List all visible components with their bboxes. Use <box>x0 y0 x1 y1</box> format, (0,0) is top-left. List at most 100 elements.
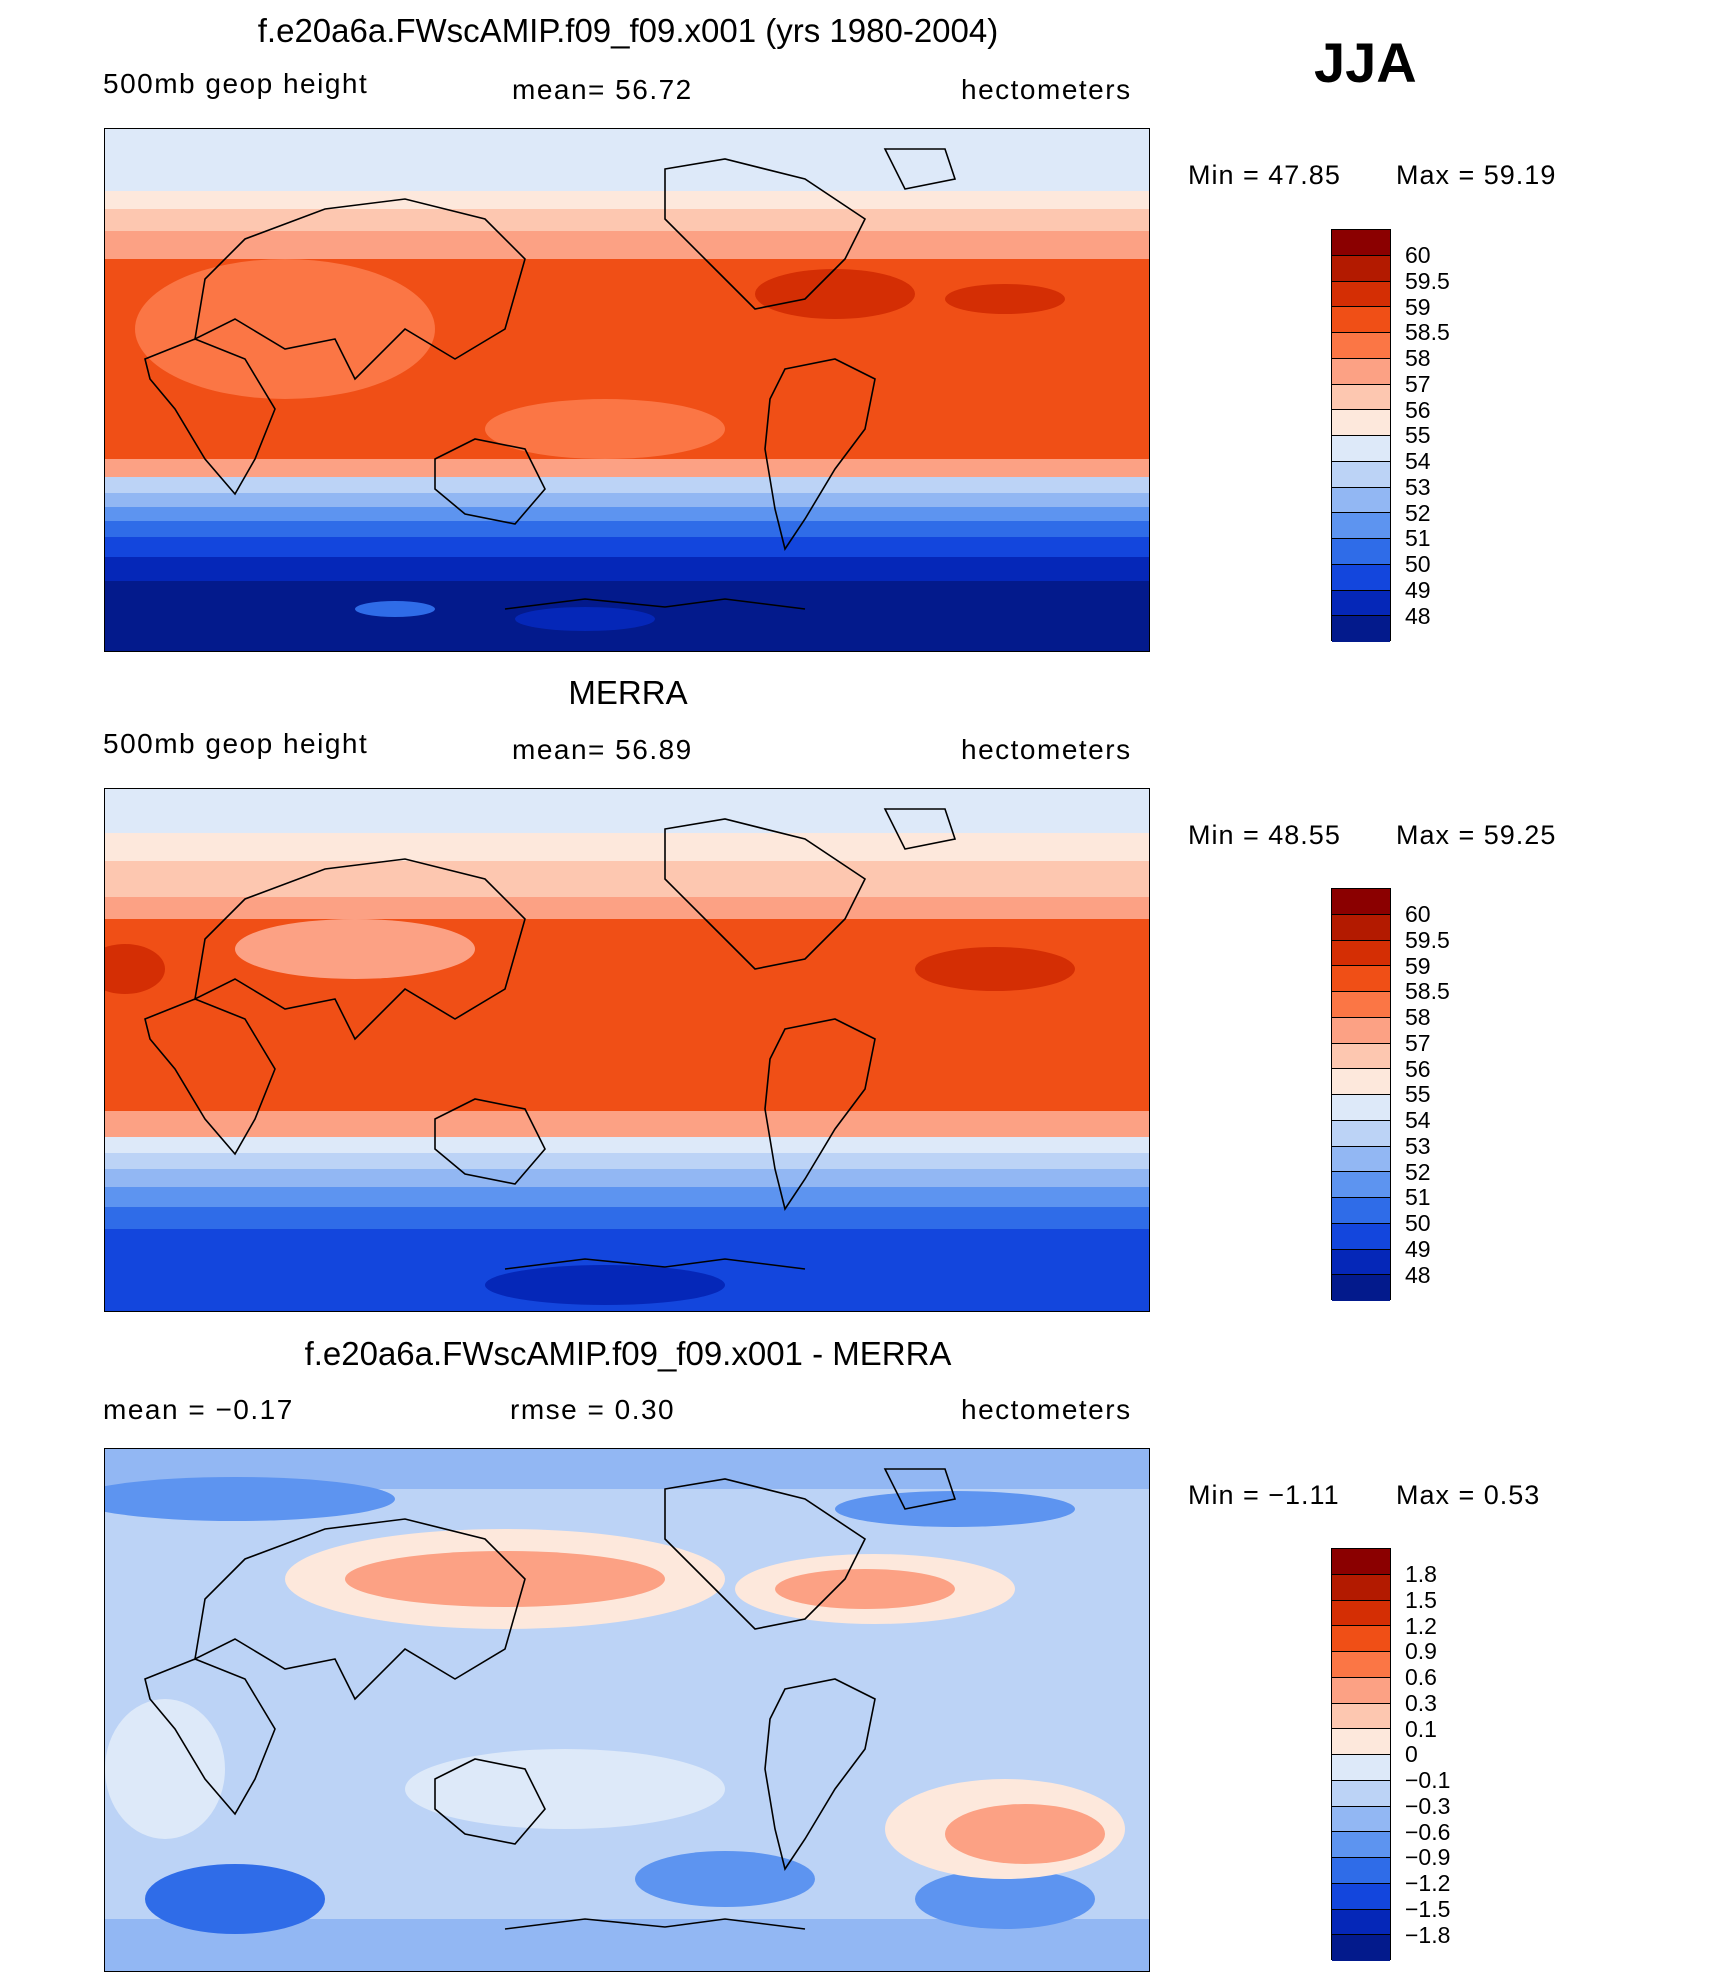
swatch <box>1332 1120 1390 1147</box>
panel-2-title: MERRA <box>568 674 688 711</box>
swatch <box>1332 1095 1390 1121</box>
swatch <box>1332 539 1390 565</box>
swatch <box>1332 1755 1390 1781</box>
swatch <box>1332 1275 1390 1301</box>
p3-coast-antarctica <box>504 1918 806 1930</box>
colorbar-tick: 59.5 <box>1405 927 1450 953</box>
p3-region <box>105 1477 395 1521</box>
panel-2-map-svg <box>105 789 1149 1311</box>
p3-region <box>405 1749 725 1829</box>
p3-region <box>105 1699 225 1839</box>
colorbar-tick: 60 <box>1405 242 1431 268</box>
p3-region <box>345 1551 665 1607</box>
swatch <box>1332 255 1390 282</box>
colorbar-tick: 55 <box>1405 422 1431 448</box>
swatch <box>1332 1806 1390 1833</box>
panel-1-max: Max = 59.19 <box>1396 160 1557 190</box>
swatch <box>1332 1729 1390 1755</box>
swatch <box>1332 1249 1390 1276</box>
swatch <box>1332 1626 1390 1652</box>
colorbar-tick: 56 <box>1405 1056 1431 1082</box>
swatch <box>1332 992 1390 1018</box>
swatch <box>1332 1832 1390 1858</box>
colorbar-tick: 51 <box>1405 1184 1431 1210</box>
swatch <box>1332 436 1390 462</box>
p3-coast-africa <box>144 1658 276 1816</box>
p3-region <box>635 1851 815 1907</box>
panel-3-title: f.e20a6a.FWscAMIP.f09_f09.x001 - MERRA <box>304 1335 952 1372</box>
panel-1-units-label: hectometers <box>961 74 1132 105</box>
colorbar-tick: 50 <box>1405 551 1431 577</box>
p2-coast-north-america <box>664 818 867 970</box>
panel-3-map <box>104 1448 1150 1972</box>
panel-1-mean-label: mean= 56.72 <box>512 74 693 105</box>
swatch <box>1332 1223 1390 1250</box>
p1-coast-greenland <box>883 148 957 190</box>
colorbar-tick: −1.5 <box>1405 1896 1451 1922</box>
colorbar-tick: 0.1 <box>1405 1716 1437 1742</box>
p2-band-arctic <box>105 789 1149 833</box>
p1-coast-eurasia <box>193 198 526 381</box>
swatch <box>1332 1549 1390 1575</box>
swatch <box>1332 1935 1390 1961</box>
p1-coast-north-america <box>664 158 867 310</box>
colorbar-tick: 0 <box>1405 1741 1418 1767</box>
colorbar-tick: 58.5 <box>1405 319 1450 345</box>
p1-coast-australia <box>434 438 546 525</box>
p2-coast-africa <box>144 998 276 1156</box>
colorbar-tick: 50 <box>1405 1210 1431 1236</box>
swatch <box>1332 1172 1390 1198</box>
swatch <box>1332 1780 1390 1807</box>
swatch <box>1332 564 1390 591</box>
p2-region <box>105 944 165 994</box>
p3-region <box>945 1804 1105 1864</box>
p1-coastlines <box>144 148 957 610</box>
panel-1-map-svg <box>105 129 1149 651</box>
swatch <box>1332 410 1390 436</box>
panel-2-colorbar-swatches <box>1331 888 1391 1301</box>
panel-2-map <box>104 788 1150 1312</box>
swatch <box>1332 487 1390 514</box>
swatch <box>1332 914 1390 941</box>
colorbar-tick: 59.5 <box>1405 268 1450 294</box>
p3-coast-north-america <box>664 1478 867 1630</box>
p3-coastlines <box>144 1468 957 1930</box>
colorbar-tick: 1.2 <box>1405 1613 1437 1639</box>
colorbar-tick: 52 <box>1405 500 1431 526</box>
colorbar-tick: 57 <box>1405 371 1431 397</box>
swatch <box>1332 307 1390 333</box>
p1-region <box>755 269 915 319</box>
p1-coast-africa <box>144 338 276 496</box>
swatch <box>1332 1069 1390 1095</box>
p3-coast-eurasia <box>193 1518 526 1701</box>
colorbar-tick: 0.3 <box>1405 1690 1437 1716</box>
p1-band <box>105 191 1149 209</box>
swatch <box>1332 889 1390 915</box>
colorbar-tick: 58.5 <box>1405 978 1450 1004</box>
colorbar-tick: 59 <box>1405 953 1431 979</box>
colorbar-tick: 58 <box>1405 1004 1431 1030</box>
colorbar-tick: −0.3 <box>1405 1793 1451 1819</box>
swatch <box>1332 333 1390 359</box>
panel-1-min: Min = 47.85 <box>1188 160 1341 190</box>
swatch <box>1332 1146 1390 1173</box>
swatch <box>1332 590 1390 617</box>
swatch <box>1332 1600 1390 1627</box>
p2-coast-south-america <box>764 1018 876 1211</box>
colorbar-tick: 54 <box>1405 448 1431 474</box>
colorbar-tick: 52 <box>1405 1159 1431 1185</box>
p1-coast-south-america <box>764 358 876 551</box>
p2-coast-greenland <box>883 808 957 850</box>
panel-3-rmse-label: rmse = 0.30 <box>510 1394 676 1425</box>
panel-2-max: Max = 59.25 <box>1396 820 1557 850</box>
p3-region <box>775 1569 955 1609</box>
swatch <box>1332 1883 1390 1910</box>
colorbar-tick: −1.2 <box>1405 1870 1451 1896</box>
panel-1-map <box>104 128 1150 652</box>
p1-band <box>105 231 1149 259</box>
p1-band-arctic <box>105 129 1149 191</box>
panel-2-mean-label: mean= 56.89 <box>512 734 693 765</box>
p1-region <box>485 399 725 459</box>
colorbar-tick: 54 <box>1405 1107 1431 1133</box>
swatch <box>1332 1198 1390 1224</box>
